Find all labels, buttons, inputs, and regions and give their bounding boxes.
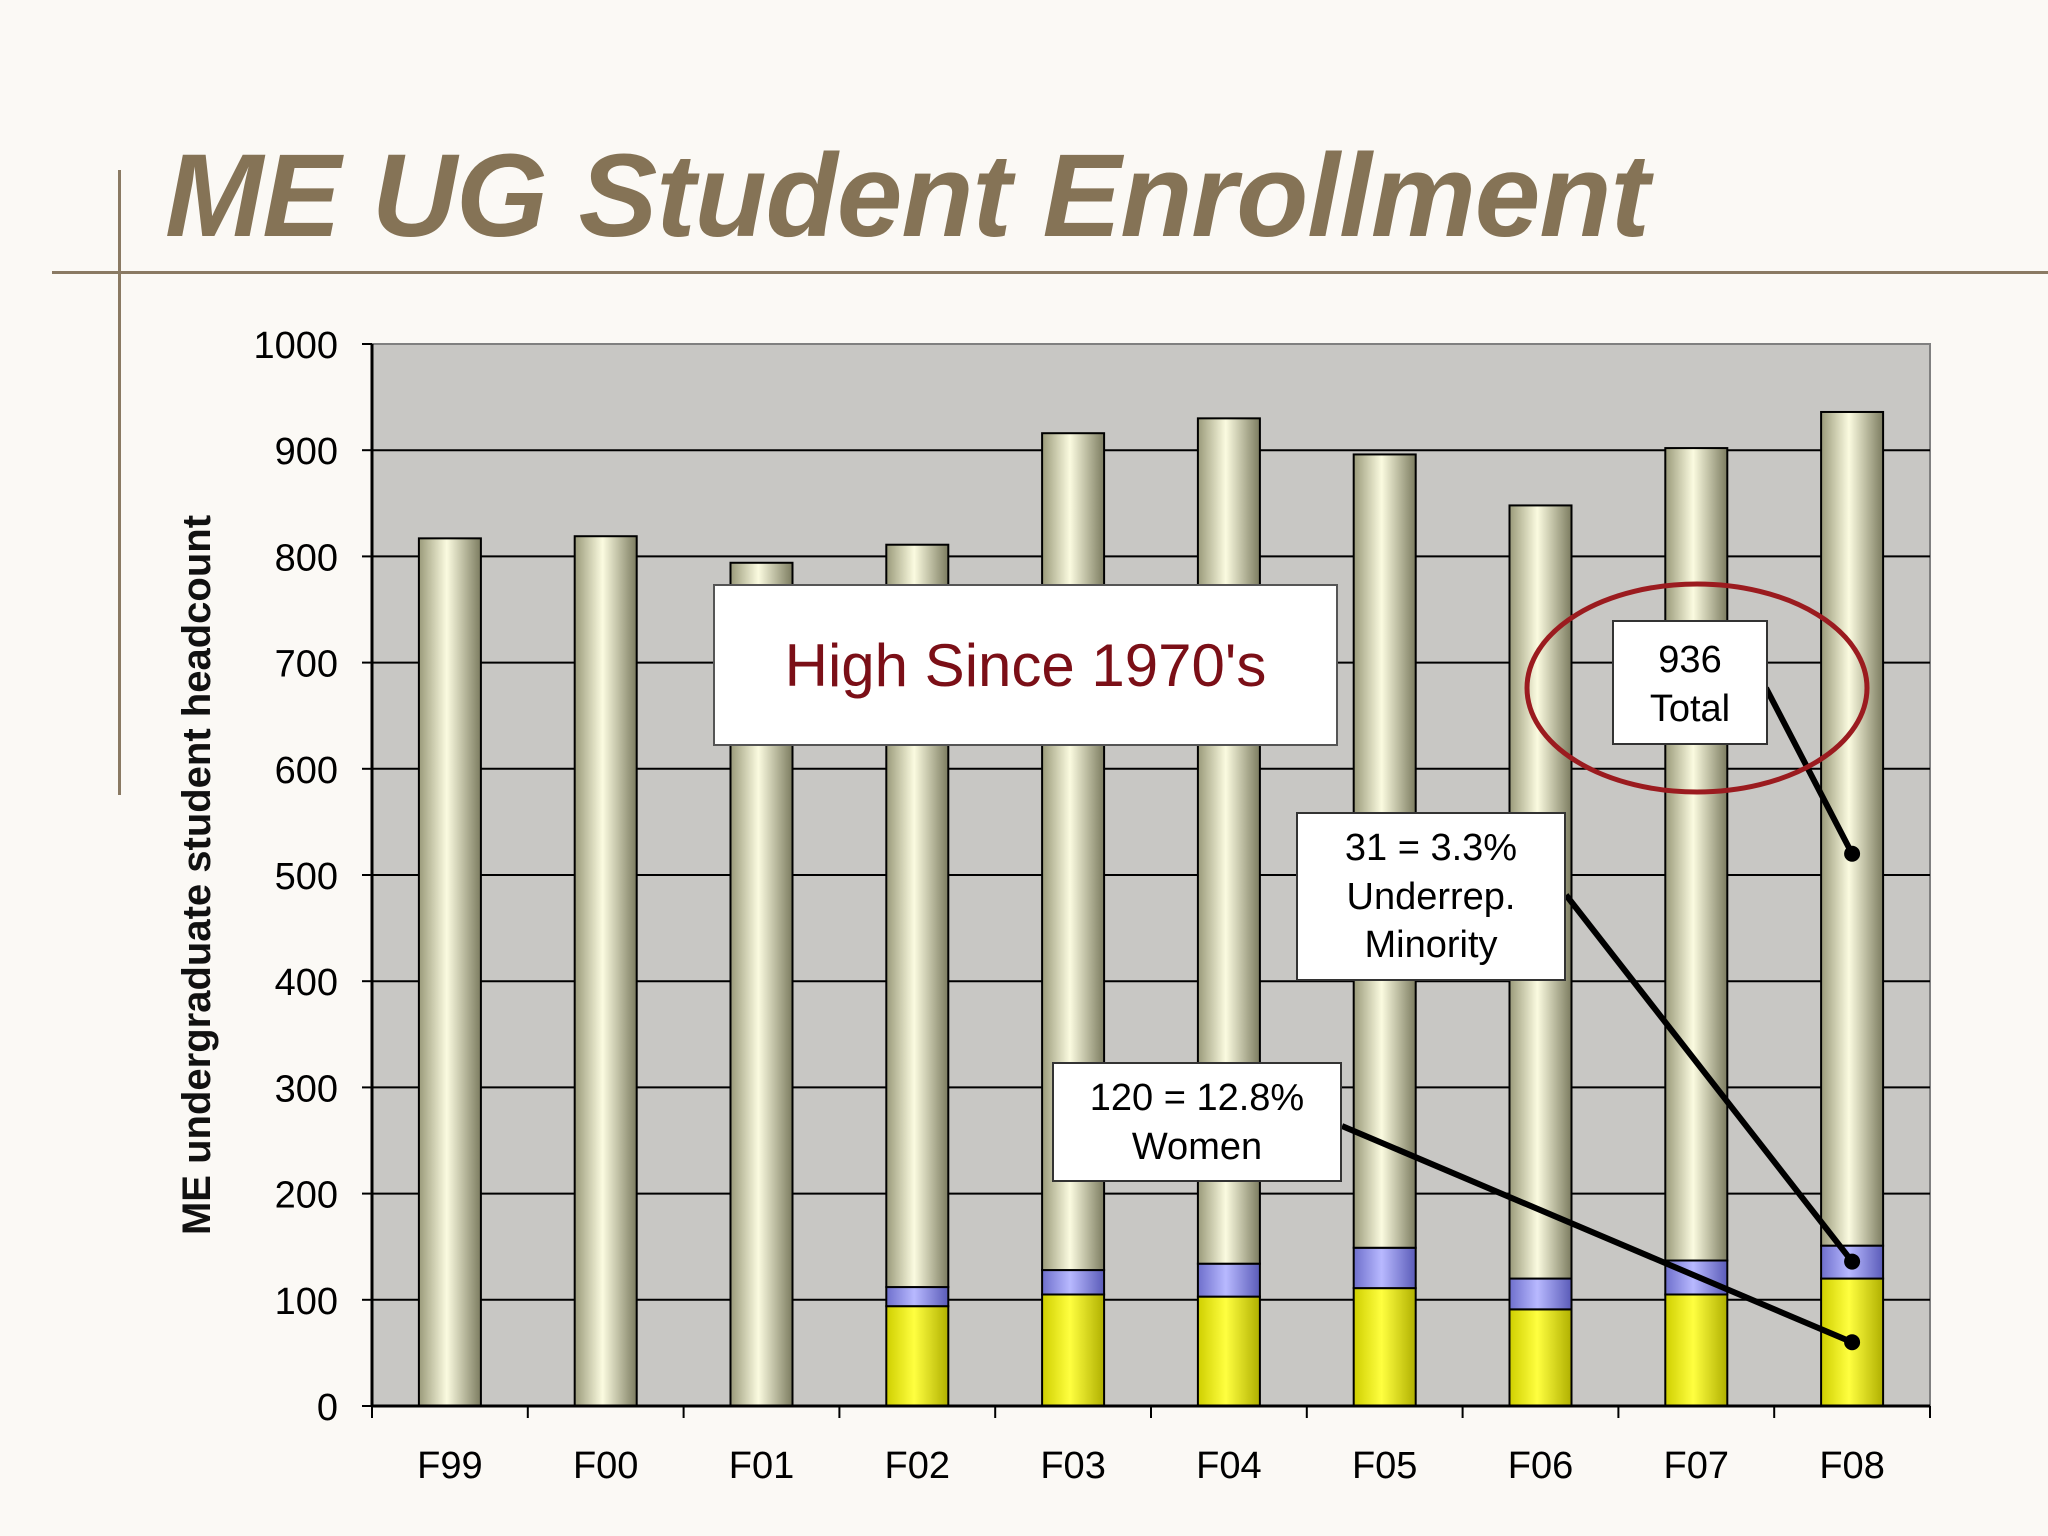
y-tick-label: 900	[275, 431, 338, 473]
y-tick-label: 700	[275, 644, 338, 686]
bar-minority	[1041, 1269, 1106, 1296]
x-tick-label: F04	[1196, 1445, 1261, 1487]
bar-minority	[1508, 1277, 1573, 1311]
minority-callout-label-1: Underrep.	[1346, 875, 1516, 918]
total-callout: 936 Total	[1612, 620, 1768, 745]
title-divider	[52, 271, 2048, 274]
bar-women	[1508, 1308, 1573, 1408]
women-callout: 120 = 12.8% Women	[1052, 1062, 1342, 1182]
bar-women	[1664, 1293, 1729, 1407]
title-vertical-divider	[118, 170, 121, 795]
x-tick-label: F99	[417, 1445, 482, 1487]
bar-minority	[885, 1286, 950, 1308]
women-callout-value: 120 = 12.8%	[1089, 1077, 1305, 1119]
y-tick-label: 100	[275, 1281, 338, 1323]
women-connector	[1340, 1123, 1854, 1346]
bar-total	[573, 535, 638, 1407]
x-tick-label: F00	[573, 1445, 638, 1487]
bar-total	[1820, 410, 1885, 1247]
bar-minority	[1196, 1262, 1261, 1298]
y-tick-label: 200	[275, 1175, 338, 1217]
women-callout-label: Women	[1131, 1125, 1263, 1168]
minority-callout-value: 31 = 3.3%	[1344, 827, 1518, 869]
y-tick-label: 1000	[253, 325, 338, 367]
y-tick-label: 300	[275, 1068, 338, 1110]
y-tick-label: 500	[275, 856, 338, 898]
high-since-text: High Since 1970's	[784, 631, 1267, 699]
slide-title: ME UG Student Enrollment	[165, 130, 1650, 262]
minority-callout-label-2: Minority	[1364, 924, 1498, 967]
x-tick-label: F02	[885, 1445, 950, 1487]
x-tick-label: F05	[1352, 1445, 1417, 1487]
y-tick-label: 0	[317, 1387, 338, 1429]
highlight-ellipse	[1524, 581, 1870, 795]
bar-women	[1820, 1277, 1885, 1408]
minority-connector	[1563, 893, 1855, 1264]
bar-minority	[1352, 1246, 1417, 1290]
x-tick-label: F01	[729, 1445, 794, 1487]
total-callout-label: Total	[1649, 687, 1731, 730]
x-tick-label: F08	[1819, 1445, 1884, 1487]
bar-women	[1352, 1287, 1417, 1408]
x-tick-label: F06	[1508, 1445, 1573, 1487]
y-tick-label: 400	[275, 962, 338, 1004]
bar-women	[885, 1305, 950, 1407]
total-connector-dot	[1844, 845, 1861, 862]
y-axis-label: ME undergraduate student headcount	[175, 515, 219, 1235]
y-tick-label: 800	[275, 537, 338, 579]
minority-callout: 31 = 3.3% Underrep. Minority	[1296, 812, 1566, 981]
x-tick-label: F03	[1040, 1445, 1105, 1487]
minority-connector-dot	[1844, 1253, 1861, 1270]
x-tick-label: F07	[1664, 1445, 1729, 1487]
bar-total	[417, 537, 482, 1407]
total-callout-value: 936	[1658, 639, 1722, 681]
y-tick-label: 600	[275, 750, 338, 792]
women-connector-dot	[1844, 1334, 1861, 1351]
bar-women	[1196, 1295, 1261, 1408]
bar-total	[1664, 447, 1729, 1262]
total-connector	[1763, 686, 1855, 856]
bar-women	[1041, 1293, 1106, 1407]
high-since-banner: High Since 1970's	[713, 584, 1338, 746]
